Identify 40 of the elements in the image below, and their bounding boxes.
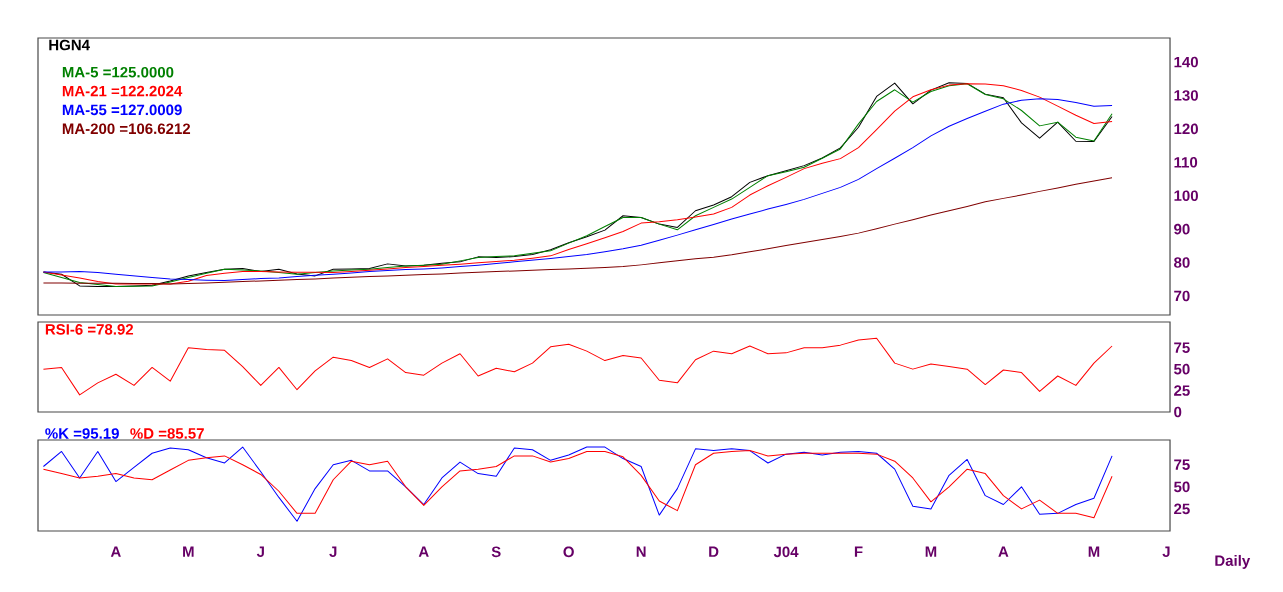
- x-tick-label: J: [329, 546, 337, 557]
- text: MA-21 =122.2024: [62, 85, 183, 97]
- y-tick-label: 50: [1174, 481, 1190, 493]
- y-tick-label: 25: [1174, 385, 1190, 396]
- x-tick-label: J: [256, 546, 264, 557]
- y-tick-label: 120: [1174, 123, 1198, 135]
- x-tick-label: A: [110, 546, 121, 557]
- y-tick-label: 100: [1174, 190, 1198, 202]
- x-tick-label: O: [563, 546, 574, 558]
- series-label: %D =85.57: [130, 428, 204, 439]
- x-tick-label: A: [418, 546, 429, 557]
- line-series: [42, 337, 1113, 396]
- y-tick-label: 110: [1174, 156, 1198, 168]
- x-tick-label: F: [854, 546, 863, 557]
- y-tick-label: 0: [1174, 406, 1182, 418]
- y-tick-label: 25: [1174, 503, 1190, 515]
- y-tick-label: 130: [1174, 90, 1198, 101]
- x-tick-label: A: [998, 546, 1009, 557]
- x-tick-label: M: [183, 546, 194, 557]
- text: MA-5 =125.0000: [62, 66, 174, 78]
- text: RSI-6 =78.92: [45, 324, 134, 335]
- x-tick-label: D: [709, 546, 719, 557]
- text: MA-200 =106.6212: [62, 123, 191, 135]
- y-tick-label: 50: [1174, 363, 1190, 375]
- y-tick-label: 75: [1174, 459, 1190, 470]
- x-tick-label: M: [1088, 546, 1100, 557]
- x-tick-label: M: [925, 546, 937, 557]
- y-tick-label: 75: [1174, 342, 1190, 353]
- y-tick-label: 70: [1174, 290, 1190, 302]
- x-tick-label: N: [636, 546, 646, 557]
- text: MA-55 =127.0009: [62, 104, 182, 116]
- chart-title: HGN4: [49, 39, 90, 51]
- x-tick-label: J: [1162, 546, 1170, 557]
- y-tick-label: 80: [1174, 257, 1190, 268]
- series-label: %K =95.19: [45, 428, 119, 439]
- x-tick-label: S: [491, 546, 501, 558]
- y-tick-label: 140: [1174, 56, 1198, 68]
- x-axis-title: Daily: [1215, 554, 1251, 569]
- y-tick-label: 90: [1174, 223, 1190, 235]
- x-tick-label: J04: [773, 546, 799, 558]
